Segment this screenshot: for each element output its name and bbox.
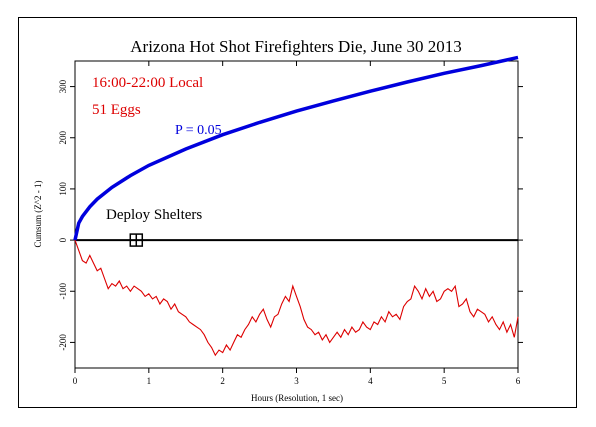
eggs-label: 51 Eggs [92, 102, 141, 118]
series-line-cumsum [74, 239, 519, 357]
time-window-label: 16:00-22:00 Local [92, 75, 203, 91]
x-tick-label: 5 [442, 376, 447, 386]
y-tick-label: -100 [58, 283, 68, 300]
chart-frame [18, 17, 577, 408]
deploy-shelters-marker [129, 233, 144, 247]
x-tick-label: 3 [294, 376, 299, 386]
x-tick-label: 4 [368, 376, 373, 386]
series-line-p05 [73, 55, 519, 241]
y-axis-label: Cumsum (Z^2 - 1) [33, 181, 43, 248]
y-tick-label: 100 [58, 182, 68, 196]
y-tick-label: 200 [58, 131, 68, 145]
y-tick-label: 0 [58, 237, 68, 242]
x-tick-label: 2 [220, 376, 225, 386]
x-tick-label: 6 [516, 376, 521, 386]
x-tick-label: 0 [73, 376, 78, 386]
p-curve-label: P = 0.05 [175, 123, 222, 138]
event-label: Deploy Shelters [106, 207, 202, 223]
y-tick-label: -200 [58, 334, 68, 351]
chart-title: Arizona Hot Shot Firefighters Die, June … [130, 37, 461, 56]
y-axis: -200 -100 0 100 200 300 [58, 79, 523, 351]
x-axis-label: Hours (Resolution, 1 sec) [251, 393, 343, 403]
y-tick-label: 300 [58, 79, 68, 93]
x-tick-label: 1 [147, 376, 152, 386]
x-axis: 0 1 2 3 4 5 6 [73, 61, 521, 386]
